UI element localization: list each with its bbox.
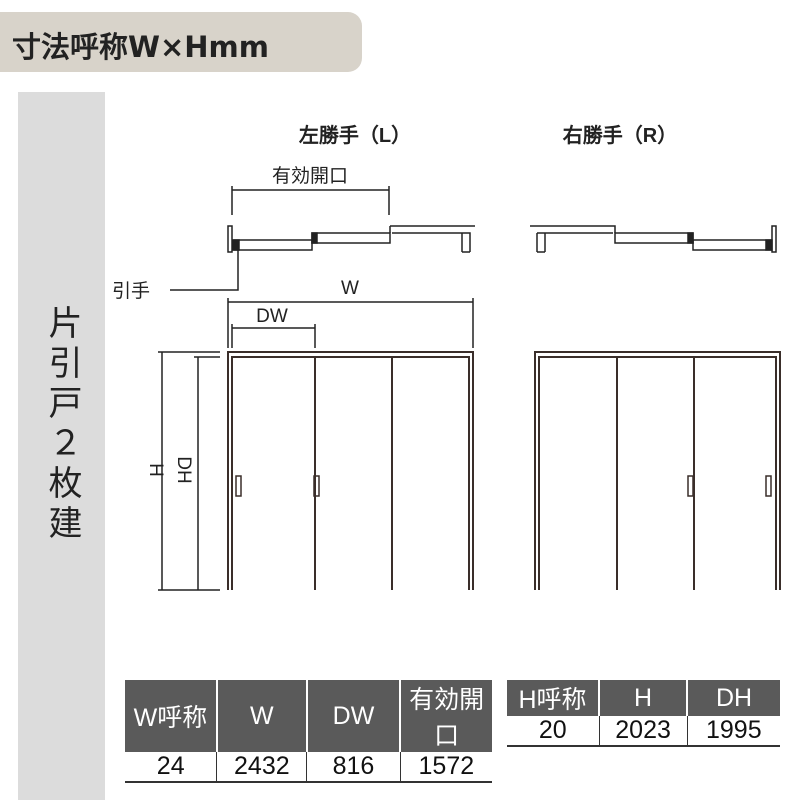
table-cell: 2023 bbox=[598, 716, 688, 747]
table-header: H bbox=[598, 680, 688, 716]
opening-label: 有効開口 bbox=[272, 165, 348, 187]
table-cell: 24 bbox=[125, 752, 217, 783]
dimension-lines bbox=[158, 298, 474, 591]
dh-label: DH bbox=[173, 456, 194, 483]
door-handle bbox=[765, 475, 772, 497]
table-cell: 20 bbox=[507, 716, 600, 747]
plan-view-left bbox=[170, 186, 475, 291]
elevation-right bbox=[534, 351, 781, 590]
w-label: W bbox=[341, 278, 359, 299]
h-label: H bbox=[145, 463, 166, 477]
table-header: W呼称 bbox=[125, 680, 217, 752]
table-cell: 1572 bbox=[399, 752, 492, 783]
table-header: H呼称 bbox=[507, 680, 600, 716]
left-hand-title: 左勝手（L） bbox=[299, 123, 411, 147]
width-table: W呼称 W DW 有効開口 24 2432 816 1572 bbox=[125, 680, 492, 783]
title-pill: 寸法呼称W×Hmm bbox=[0, 12, 362, 72]
table-header: DH bbox=[686, 680, 780, 716]
height-table: H呼称 H DH 20 2023 1995 bbox=[507, 680, 780, 747]
right-hand-title: 右勝手（R） bbox=[563, 123, 677, 147]
door-handle bbox=[313, 475, 320, 497]
table-header: 有効開口 bbox=[399, 680, 492, 752]
category-label: 片引戸２枚建 bbox=[42, 305, 82, 545]
door-handle bbox=[687, 475, 694, 497]
page-title: 寸法呼称W×Hmm bbox=[12, 30, 269, 64]
table-cell: 1995 bbox=[686, 716, 780, 747]
sidebar bbox=[18, 92, 105, 800]
handle-label: 引手 bbox=[112, 280, 150, 302]
table-cell: 2432 bbox=[216, 752, 307, 783]
table-cell: 816 bbox=[306, 752, 401, 783]
door-handle bbox=[235, 475, 242, 497]
dw-label: DW bbox=[256, 306, 288, 327]
elevation-left bbox=[227, 351, 474, 590]
table-header: W bbox=[215, 680, 307, 752]
table-header: DW bbox=[305, 680, 401, 752]
plan-view-right bbox=[530, 225, 777, 253]
